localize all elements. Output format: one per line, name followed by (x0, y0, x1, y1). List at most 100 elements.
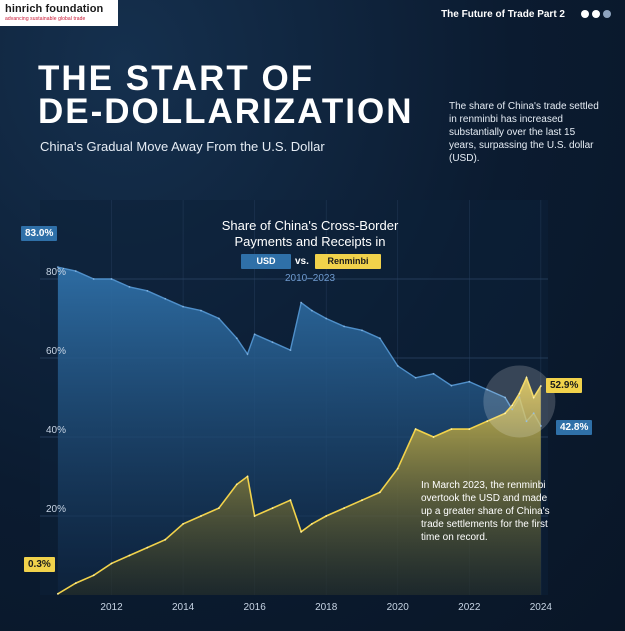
hinrich-foundation-logo: hinrich foundation advancing sustainable… (0, 0, 118, 26)
renminbi-point (414, 428, 417, 430)
legend-renminbi: Renminbi (315, 254, 381, 269)
usd-point (310, 309, 313, 312)
usd-point (182, 305, 184, 308)
y-tick-label: 60% (46, 346, 66, 357)
usd-point (511, 408, 514, 411)
dot-3 (603, 10, 611, 18)
x-tick-label: 2014 (172, 602, 195, 613)
renminbi-area (57, 377, 541, 595)
usd-point (92, 278, 95, 280)
usd-point (56, 266, 59, 269)
renminbi-point (271, 507, 274, 509)
renminbi-point (511, 404, 514, 407)
renminbi-point (56, 592, 59, 595)
renminbi-point (432, 436, 435, 438)
usd-point (164, 297, 167, 300)
dot-2 (592, 10, 600, 18)
renminbi-point (504, 412, 506, 415)
usd-point (235, 337, 238, 340)
renminbi-point (246, 475, 249, 478)
usd-point (217, 317, 220, 320)
y-tick-label: 20% (46, 504, 66, 515)
renminbi-point (74, 582, 77, 585)
renminbi-point (164, 538, 167, 541)
title-line-1: THE START OF (38, 59, 315, 98)
renminbi-point (468, 428, 471, 430)
usd-point (450, 384, 453, 387)
x-tick-label: 2016 (244, 602, 267, 613)
usd-point (110, 278, 113, 280)
renminbi-point (532, 396, 535, 399)
callout-usd-start: 83.0% (21, 226, 58, 241)
renminbi-point (343, 507, 345, 509)
usd-point (343, 325, 345, 328)
y-tick-label: 80% (46, 267, 66, 278)
usd-point (200, 309, 202, 312)
renminbi-point (146, 546, 149, 549)
usd-point (289, 349, 292, 351)
title-line-2: DE-DOLLARIZATION (38, 92, 414, 131)
chart-title: Share of China's Cross-Border Payments a… (190, 218, 430, 250)
renminbi-point (200, 515, 202, 517)
y-tick-label: 40% (46, 425, 66, 436)
crossover-highlight (483, 365, 556, 438)
usd-point (539, 425, 542, 427)
chart-title-line-2: Payments and Receipts in (234, 234, 386, 249)
usd-point (246, 353, 249, 355)
callout-renminbi-start: 0.3% (24, 557, 55, 572)
usd-point (74, 270, 77, 272)
x-tick-label: 2012 (100, 602, 123, 613)
legend-vs: vs. (295, 256, 309, 267)
chart-annotation: In March 2023, the renminbi overtook the… (421, 480, 550, 543)
renminbi-point (217, 507, 220, 509)
usd-point (253, 333, 256, 336)
usd-point (432, 372, 435, 375)
chart-period: 2010–2023 (284, 273, 336, 284)
callout-usd-end: 42.8% (556, 420, 593, 435)
renminbi-point (182, 523, 184, 525)
usd-point (414, 376, 417, 379)
logo-name: hinrich foundation (5, 3, 104, 15)
renminbi-point (378, 491, 381, 494)
renminbi-point (396, 467, 399, 470)
usd-point (468, 380, 471, 383)
usd-point (518, 396, 521, 399)
part-indicator-dots (581, 10, 611, 18)
chart-title-line-1: Share of China's Cross-Border (221, 218, 399, 233)
usd-point (325, 317, 328, 320)
usd-point (146, 289, 149, 292)
dot-1 (581, 10, 589, 18)
usd-point (532, 412, 535, 415)
renminbi-point (128, 554, 131, 557)
series-label: The Future of Trade Part 2 (441, 9, 565, 20)
usd-point (525, 420, 528, 423)
usd-point (300, 301, 303, 304)
renminbi-point (450, 428, 453, 430)
usd-point (486, 388, 489, 391)
renminbi-point (235, 483, 238, 486)
renminbi-point (92, 574, 95, 577)
renminbi-point (486, 420, 489, 423)
renminbi-point (300, 530, 303, 533)
renminbi-point (518, 392, 521, 395)
usd-point (396, 365, 399, 367)
callout-renminbi-end: 52.9% (546, 378, 583, 393)
renminbi-point (253, 515, 256, 517)
usd-point (504, 396, 506, 399)
intro-text: The share of China's trade settled in re… (449, 101, 599, 164)
renminbi-point (325, 515, 328, 517)
usd-point (271, 341, 274, 344)
x-tick-label: 2022 (458, 602, 481, 613)
usd-point (361, 329, 363, 332)
legend-usd: USD (241, 254, 291, 269)
renminbi-point (361, 499, 363, 502)
renminbi-point (310, 523, 313, 525)
usd-point (128, 286, 131, 288)
renminbi-point (289, 499, 292, 502)
renminbi-point (525, 376, 528, 379)
logo-tagline: advancing sustainable global trade (5, 16, 86, 22)
x-tick-label: 2020 (387, 602, 410, 613)
x-tick-label: 2024 (530, 602, 553, 613)
